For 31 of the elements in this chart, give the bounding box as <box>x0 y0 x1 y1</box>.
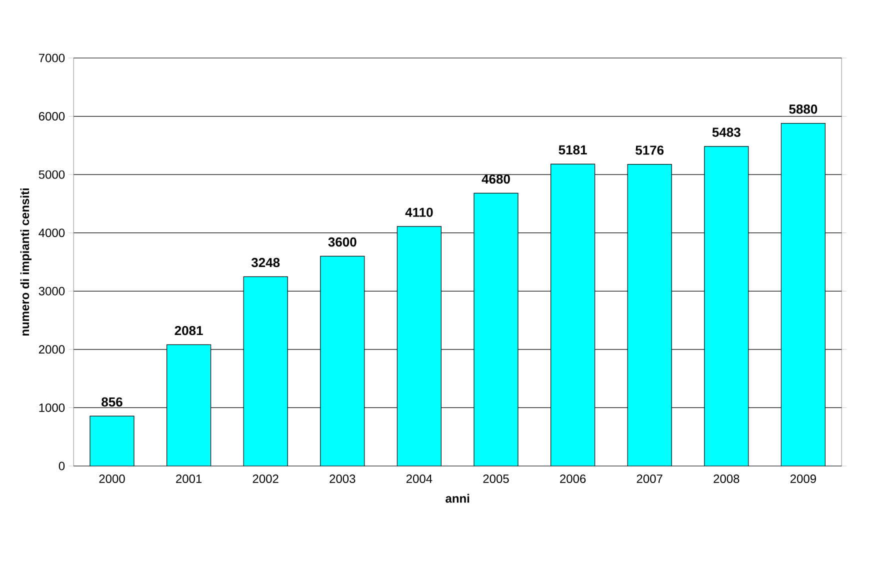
x-axis-title: anni <box>446 494 470 503</box>
y-tick-label: 0 <box>58 462 65 470</box>
x-tick-label: 2001 <box>176 474 202 484</box>
x-tick-label: 2006 <box>560 474 586 484</box>
data-label: 4110 <box>405 208 433 217</box>
y-tick-label: 6000 <box>38 112 65 121</box>
y-tick-label: 3000 <box>38 286 65 296</box>
y-tick-label: 5000 <box>38 170 65 179</box>
bar <box>90 416 134 466</box>
y-tick-label: 2000 <box>38 345 65 354</box>
y-tick-label: 1000 <box>39 403 65 412</box>
y-tick-label: 7000 <box>38 54 65 62</box>
x-tick-label: 2005 <box>483 474 509 484</box>
x-tick-label: 2000 <box>99 474 125 484</box>
x-tick-label: 2009 <box>790 474 816 484</box>
data-label: 5880 <box>789 104 818 114</box>
x-tick-label: 2002 <box>252 474 278 484</box>
data-label: 5181 <box>558 145 587 154</box>
data-label: 2081 <box>174 326 203 336</box>
y-tick-label: 4000 <box>38 228 65 238</box>
x-tick-label: 2004 <box>406 474 432 484</box>
data-label: 3248 <box>251 258 280 268</box>
x-tick-label: 2007 <box>636 474 662 484</box>
x-tick-label: 2003 <box>330 474 356 484</box>
y-axis-title: numero di impianti censiti <box>20 188 32 336</box>
data-label: 4680 <box>482 174 510 184</box>
data-label: 5483 <box>712 128 740 137</box>
data-label: 3600 <box>328 237 356 247</box>
x-tick-label: 2008 <box>714 474 740 484</box>
data-label: 5176 <box>636 146 664 155</box>
data-label: 856 <box>102 397 122 407</box>
